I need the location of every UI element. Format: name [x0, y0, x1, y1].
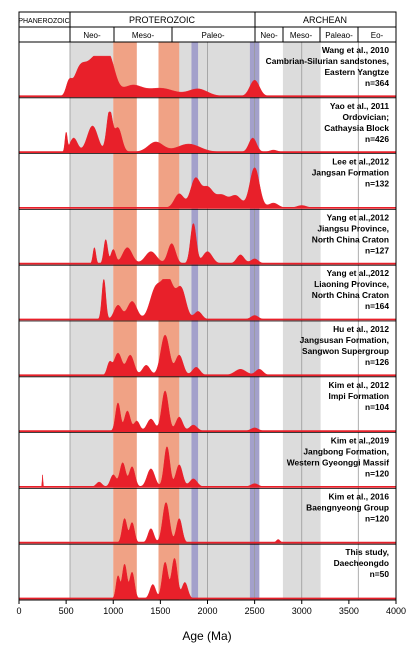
x-axis-label: Age (Ma)	[182, 629, 231, 643]
panel-label-line: This study,	[345, 547, 389, 557]
panel-label-line: Yang et al.,2012	[327, 268, 390, 278]
x-tick-label-3500: 3500	[339, 606, 359, 616]
x-tick-label-1500: 1500	[150, 606, 170, 616]
eon-label-phanerozoic: PHANEROZOIC	[18, 18, 69, 25]
panel-label-line: North China Craton	[312, 290, 389, 300]
panel-label-line: Yang et al.,2012	[327, 212, 390, 222]
panel-label-line: Lee et al.,2012	[332, 157, 389, 167]
panel-label-line: n=164	[365, 301, 389, 311]
panel-label-line: Ordovician;	[342, 112, 389, 122]
x-tick-label-1000: 1000	[103, 606, 123, 616]
panel-label-line: Jangsan Formation	[312, 168, 389, 178]
x-tick-label-500: 500	[59, 606, 74, 616]
panel-label-line: Kim et al., 2012	[328, 380, 389, 390]
era-label-neoarchean: Neo-	[260, 31, 278, 40]
panel-label-line: n=426	[365, 134, 389, 144]
panel-label-line: n=127	[365, 245, 389, 255]
era-label-mesoarchean: Meso-	[290, 31, 313, 40]
eon-label-proterozoic: PROTEROZOIC	[129, 15, 196, 25]
x-axis	[18, 599, 397, 604]
panel-label-line: Eastern Yangtze	[324, 67, 389, 77]
era-label-neoproterozoic: Neo-	[83, 31, 101, 40]
panel-label-line: Hu et al., 2012	[333, 324, 389, 334]
panel-label-line: Impi Formation	[329, 391, 390, 401]
era-label-eoarchean: Eo-	[371, 31, 384, 40]
era-label-mesoproterozoic: Meso-	[132, 31, 155, 40]
panel-label-line: n=364	[365, 78, 389, 88]
panel-label-line: n=120	[365, 469, 389, 479]
panel-label-line: Liaoning Province,	[314, 279, 389, 289]
eon-labels: PHANEROZOIC PROTEROZOIC ARCHEAN	[18, 15, 347, 25]
era-labels: Neo- Meso- Paleo- Neo- Meso- Paleao- Eo-	[83, 31, 383, 40]
panel-label-line: Cathaysia Block	[324, 123, 389, 133]
panel-label-line: Kim et al.,2019	[331, 436, 390, 446]
header-and-axis-frame	[18, 11, 397, 43]
eon-label-archean: ARCHEAN	[303, 15, 347, 25]
panel-label-line: North China Craton	[312, 234, 389, 244]
panel-label-line: n=104	[365, 402, 389, 412]
panel-label-line: Jangsusan Formation,	[300, 335, 389, 345]
panel-label-line: Wang et al., 2010	[322, 45, 390, 55]
panel-label-line: Sangwon Supergroup	[302, 346, 389, 356]
x-tick-label-0: 0	[16, 606, 21, 616]
panel-label-line: Cambrian-Silurian sandstones,	[266, 56, 389, 66]
x-tick-label-3000: 3000	[292, 606, 312, 616]
panel-label-line: Baengnyeong Group	[306, 502, 389, 512]
panel-label-line: n=50	[370, 569, 390, 579]
era-label-paleoarchean: Paleao-	[325, 31, 353, 40]
panel-label-line: Jiangsu Province,	[317, 223, 389, 233]
panel-label-line: Daecheongdo	[334, 558, 389, 568]
x-axis-tick-labels: 0 500 1000 1500 2000 2500 3000 3500 4000	[16, 606, 406, 616]
x-tick-label-2000: 2000	[197, 606, 217, 616]
panel-label-line: Jangbong Formation,	[303, 447, 389, 457]
panel-label-line: Yao et al., 2011	[330, 101, 389, 111]
x-tick-label-4000: 4000	[386, 606, 406, 616]
panel-label-line: Kim et al., 2016	[328, 491, 389, 501]
panel-label-line: n=126	[365, 357, 389, 367]
x-tick-label-2500: 2500	[245, 606, 265, 616]
panel-label-line: n=132	[365, 179, 389, 189]
era-label-paleoproterozoic: Paleo-	[201, 31, 224, 40]
panel-label-line: Western Gyeonggi Massif	[287, 458, 389, 468]
panel-label-line: n=120	[365, 513, 389, 523]
